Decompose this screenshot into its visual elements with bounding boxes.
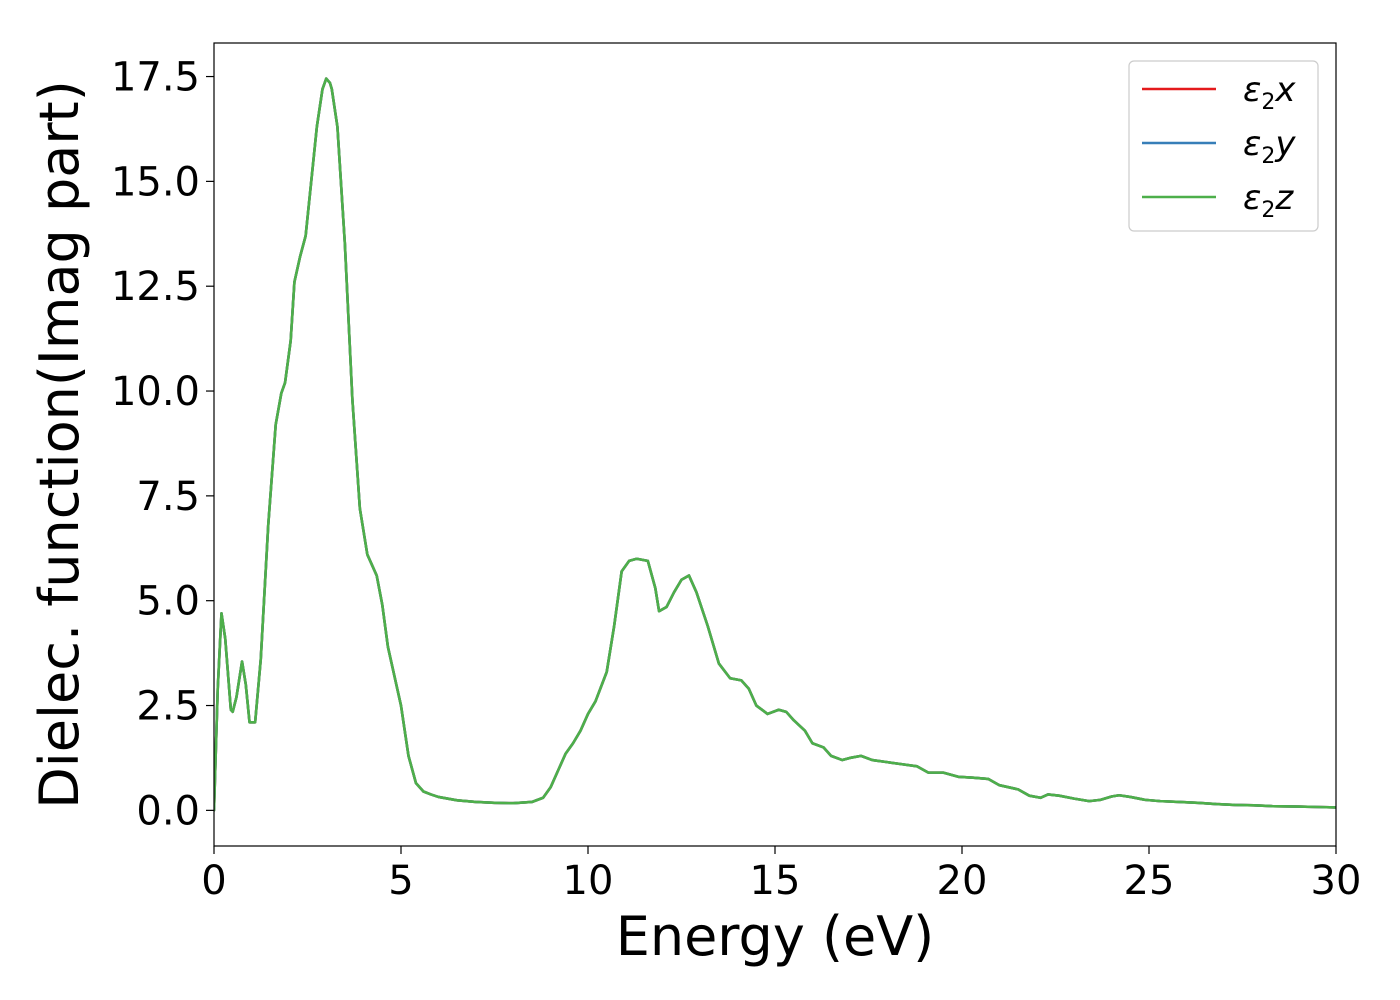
ticks-layer: 0 5 10 15 20 25 30 0.0 2.5 5.0 7.5 10.0 12.5 15.0 17.5 [111,55,1362,904]
legend-subscript: 2 [1261,144,1275,169]
y-tick-label: 7.5 [136,474,200,520]
y-tick-label: 12.5 [111,264,200,310]
legend-label-3: ε2z [1243,178,1294,223]
y-tick-label: 15.0 [111,159,200,205]
y-tick-label: 5.0 [136,579,200,625]
y-axis-label: Dielec. function(Imag part) [28,80,91,809]
legend-box [1128,60,1319,232]
x-tick-label: 0 [201,858,226,904]
legend-label-2: ε2y [1243,124,1296,169]
legend-suffix: y [1274,124,1296,164]
legend-symbol: ε [1243,178,1261,218]
legend-suffix: x [1274,70,1296,110]
x-tick-label: 5 [388,858,413,904]
y-tick-label: 10.0 [111,369,200,415]
x-tick-label: 20 [937,858,988,904]
legend-subscript: 2 [1261,198,1275,223]
legend-suffix: z [1274,178,1294,218]
y-tick-label: 17.5 [111,55,200,101]
x-tick-label: 15 [750,858,801,904]
x-tick-label: 30 [1311,858,1362,904]
series-layer [214,77,1336,812]
legend-subscript: 2 [1261,90,1275,115]
x-tick-label: 25 [1124,858,1175,904]
legend-label-1: ε2x [1243,70,1296,115]
x-axis-label: Energy (eV) [616,905,935,968]
legend-symbol: ε [1243,124,1261,164]
y-tick-label: 0.0 [136,788,200,834]
y-tick-label: 2.5 [136,684,200,730]
x-tick-label: 10 [563,858,614,904]
series-line-3 [214,77,1336,812]
legend-symbol: ε [1243,70,1261,110]
